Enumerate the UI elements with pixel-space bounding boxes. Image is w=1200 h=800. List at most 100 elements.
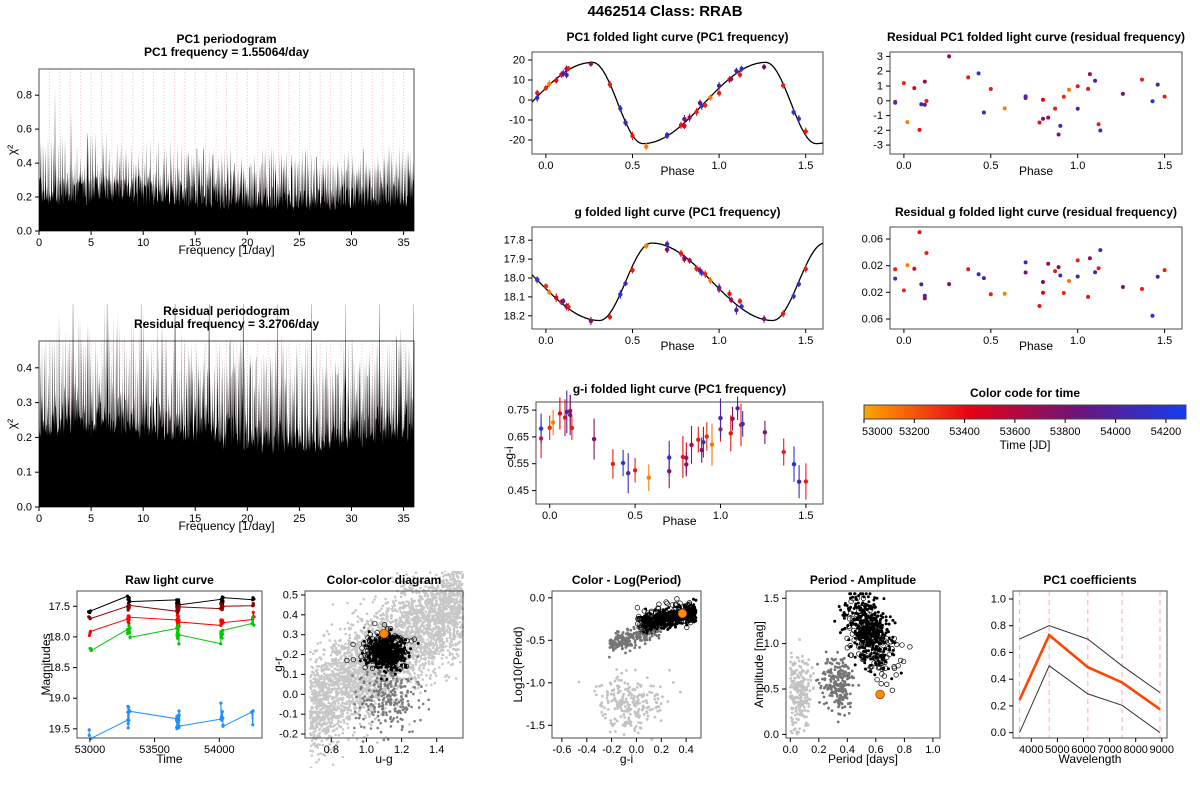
- svg-text:53200: 53200: [899, 426, 930, 438]
- svg-text:0.2: 0.2: [17, 192, 32, 204]
- svg-text:4000: 4000: [1019, 744, 1043, 756]
- svg-text:PC1 coefficients: PC1 coefficients: [1043, 573, 1137, 587]
- svg-text:0: 0: [519, 95, 525, 107]
- svg-text:54000: 54000: [204, 744, 235, 756]
- svg-text:1.0: 1.0: [713, 510, 728, 522]
- svg-text:0.2: 0.2: [811, 744, 826, 756]
- svg-text:Raw light curve: Raw light curve: [125, 573, 214, 587]
- svg-text:u-g: u-g: [375, 752, 392, 766]
- svg-text:1.0: 1.0: [359, 744, 374, 756]
- svg-text:0.0: 0.0: [530, 592, 545, 604]
- svg-text:0.4: 0.4: [17, 158, 32, 170]
- svg-text:1.0: 1.0: [711, 160, 726, 172]
- svg-text:Frequency [1/day]: Frequency [1/day]: [178, 519, 274, 533]
- svg-text:PC1 folded light curve (PC1 fr: PC1 folded light curve (PC1 frequency): [566, 30, 788, 44]
- svg-text:4462514 Class: RRAB: 4462514 Class: RRAB: [587, 3, 742, 20]
- svg-text:0.5: 0.5: [625, 335, 640, 347]
- svg-text:0.8: 0.8: [991, 620, 1006, 632]
- svg-text:25: 25: [293, 513, 305, 525]
- svg-text:19.5: 19.5: [49, 723, 70, 735]
- svg-text:9000: 9000: [1150, 744, 1174, 756]
- svg-text:Residual PC1 folded light curv: Residual PC1 folded light curve (residua…: [887, 30, 1185, 44]
- svg-text:0.45: 0.45: [508, 485, 529, 497]
- svg-text:0.3: 0.3: [17, 397, 32, 409]
- svg-text:1.0: 1.0: [711, 335, 726, 347]
- svg-text:0.0: 0.0: [538, 335, 553, 347]
- svg-text:g-r: g-r: [271, 657, 285, 672]
- svg-text:0.2: 0.2: [17, 432, 32, 444]
- svg-text:Color code for time: Color code for time: [970, 386, 1080, 400]
- svg-text:0.8: 0.8: [324, 744, 339, 756]
- svg-text:10: 10: [513, 75, 525, 87]
- svg-text:χ²: χ²: [5, 145, 19, 155]
- svg-text:-1.0: -1.0: [526, 677, 545, 689]
- svg-text:0.6: 0.6: [991, 647, 1006, 659]
- svg-text:0.4: 0.4: [991, 674, 1006, 686]
- svg-text:-0.4: -0.4: [577, 744, 596, 756]
- svg-text:17.5: 17.5: [49, 601, 70, 613]
- svg-text:0.0: 0.0: [896, 335, 911, 347]
- svg-text:g-i: g-i: [502, 446, 516, 459]
- svg-text:25: 25: [293, 237, 305, 249]
- svg-text:0.0: 0.0: [991, 727, 1006, 739]
- svg-text:Amplitude [mag]: Amplitude [mag]: [752, 621, 766, 708]
- svg-text:Wavelength: Wavelength: [1059, 752, 1122, 766]
- svg-text:Magnitudes: Magnitudes: [39, 633, 53, 695]
- svg-text:1.0: 1.0: [1070, 335, 1085, 347]
- svg-text:1.5: 1.5: [1157, 335, 1172, 347]
- svg-text:0.5: 0.5: [625, 160, 640, 172]
- svg-text:Frequency [1/day]: Frequency [1/day]: [178, 243, 274, 257]
- svg-text:1.5: 1.5: [764, 593, 779, 605]
- svg-text:0.0: 0.0: [17, 226, 32, 238]
- svg-text:Time [JD]: Time [JD]: [1000, 438, 1051, 452]
- svg-text:18.1: 18.1: [504, 291, 525, 303]
- svg-text:8000: 8000: [1123, 744, 1147, 756]
- svg-text:1.4: 1.4: [429, 744, 444, 756]
- svg-text:Period - Amplitude: Period - Amplitude: [810, 573, 917, 587]
- svg-text:0.8: 0.8: [17, 90, 32, 102]
- svg-text:53000: 53000: [862, 426, 893, 438]
- svg-text:0.1: 0.1: [17, 467, 32, 479]
- svg-text:1.2: 1.2: [394, 744, 409, 756]
- svg-text:Residual frequency = 3.2706/da: Residual frequency = 3.2706/day: [134, 317, 319, 331]
- svg-text:Time: Time: [156, 752, 183, 766]
- svg-text:0.5: 0.5: [983, 335, 998, 347]
- svg-text:5: 5: [88, 237, 94, 249]
- svg-text:0.65: 0.65: [508, 431, 529, 443]
- svg-text:35: 35: [397, 237, 409, 249]
- svg-text:0.4: 0.4: [17, 362, 32, 374]
- svg-text:Log10(Period): Log10(Period): [512, 626, 525, 702]
- svg-text:18.2: 18.2: [504, 310, 525, 322]
- svg-text:53800: 53800: [1050, 426, 1081, 438]
- svg-text:Residual g folded light curve: Residual g folded light curve (residual …: [895, 205, 1177, 219]
- svg-text:Color - Log(Period): Color - Log(Period): [572, 573, 681, 587]
- svg-text:5: 5: [88, 513, 94, 525]
- svg-text:1.0: 1.0: [925, 744, 940, 756]
- svg-text:0.3: 0.3: [283, 629, 298, 641]
- svg-text:0.0: 0.0: [17, 502, 32, 514]
- svg-text:Color-color diagram: Color-color diagram: [327, 573, 442, 587]
- svg-text:0.0: 0.0: [542, 510, 557, 522]
- svg-text:-0.6: -0.6: [552, 744, 571, 756]
- svg-text:1.5: 1.5: [1157, 160, 1172, 172]
- svg-text:PC1 frequency = 1.55064/day: PC1 frequency = 1.55064/day: [144, 45, 309, 59]
- svg-text:Phase: Phase: [1019, 164, 1053, 178]
- svg-text:-0.2: -0.2: [279, 729, 298, 741]
- svg-text:0.0: 0.0: [896, 160, 911, 172]
- svg-text:54200: 54200: [1151, 426, 1182, 438]
- svg-text:-0.1: -0.1: [279, 709, 298, 721]
- svg-text:54000: 54000: [1100, 426, 1131, 438]
- svg-text:0.0: 0.0: [538, 160, 553, 172]
- svg-text:-3: -3: [873, 140, 883, 152]
- svg-text:0: 0: [877, 95, 883, 107]
- svg-text:-0.5: -0.5: [526, 635, 545, 647]
- svg-text:0.75: 0.75: [508, 405, 529, 417]
- svg-text:17.8: 17.8: [504, 235, 525, 247]
- svg-text:0.06: 0.06: [862, 234, 883, 246]
- svg-text:0: 0: [36, 513, 42, 525]
- svg-text:0.5: 0.5: [983, 160, 998, 172]
- svg-text:53600: 53600: [1000, 426, 1031, 438]
- svg-text:Phase: Phase: [662, 514, 696, 528]
- svg-text:0.2: 0.2: [654, 744, 669, 756]
- svg-text:0.6: 0.6: [17, 124, 32, 136]
